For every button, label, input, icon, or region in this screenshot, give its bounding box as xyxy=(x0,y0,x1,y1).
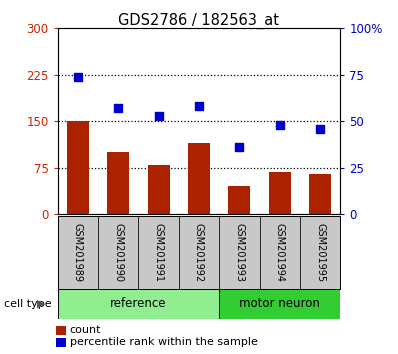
Point xyxy=(75,74,81,79)
Bar xyxy=(269,172,291,214)
Bar xyxy=(58,216,98,289)
Bar xyxy=(259,216,300,289)
Bar xyxy=(58,289,219,319)
Text: motor neuron: motor neuron xyxy=(239,297,320,310)
Text: GDS2786 / 182563_at: GDS2786 / 182563_at xyxy=(119,12,279,29)
Point xyxy=(317,126,323,131)
Point xyxy=(277,122,283,128)
Text: GSM201995: GSM201995 xyxy=(315,223,325,282)
Bar xyxy=(309,174,331,214)
Text: GSM201994: GSM201994 xyxy=(275,223,285,282)
Bar xyxy=(219,289,340,319)
Point xyxy=(115,105,121,111)
Bar xyxy=(98,216,139,289)
Text: GSM201992: GSM201992 xyxy=(194,223,204,282)
Bar xyxy=(139,216,179,289)
Bar xyxy=(219,216,259,289)
Text: GSM201990: GSM201990 xyxy=(113,223,123,282)
Bar xyxy=(148,165,170,214)
Bar xyxy=(107,152,129,214)
Bar xyxy=(67,121,89,214)
Bar xyxy=(228,186,250,214)
Bar xyxy=(188,143,210,214)
Text: cell type: cell type xyxy=(4,298,52,309)
Point xyxy=(156,113,162,119)
Text: GSM201991: GSM201991 xyxy=(154,223,164,282)
Text: GSM201993: GSM201993 xyxy=(234,223,244,282)
Point xyxy=(236,144,242,150)
Text: count: count xyxy=(70,325,101,335)
Text: GSM201989: GSM201989 xyxy=(73,223,83,282)
Text: reference: reference xyxy=(110,297,167,310)
Point xyxy=(196,103,202,109)
Bar xyxy=(300,216,340,289)
Bar xyxy=(179,216,219,289)
Text: ▶: ▶ xyxy=(37,298,45,309)
Text: percentile rank within the sample: percentile rank within the sample xyxy=(70,337,258,347)
